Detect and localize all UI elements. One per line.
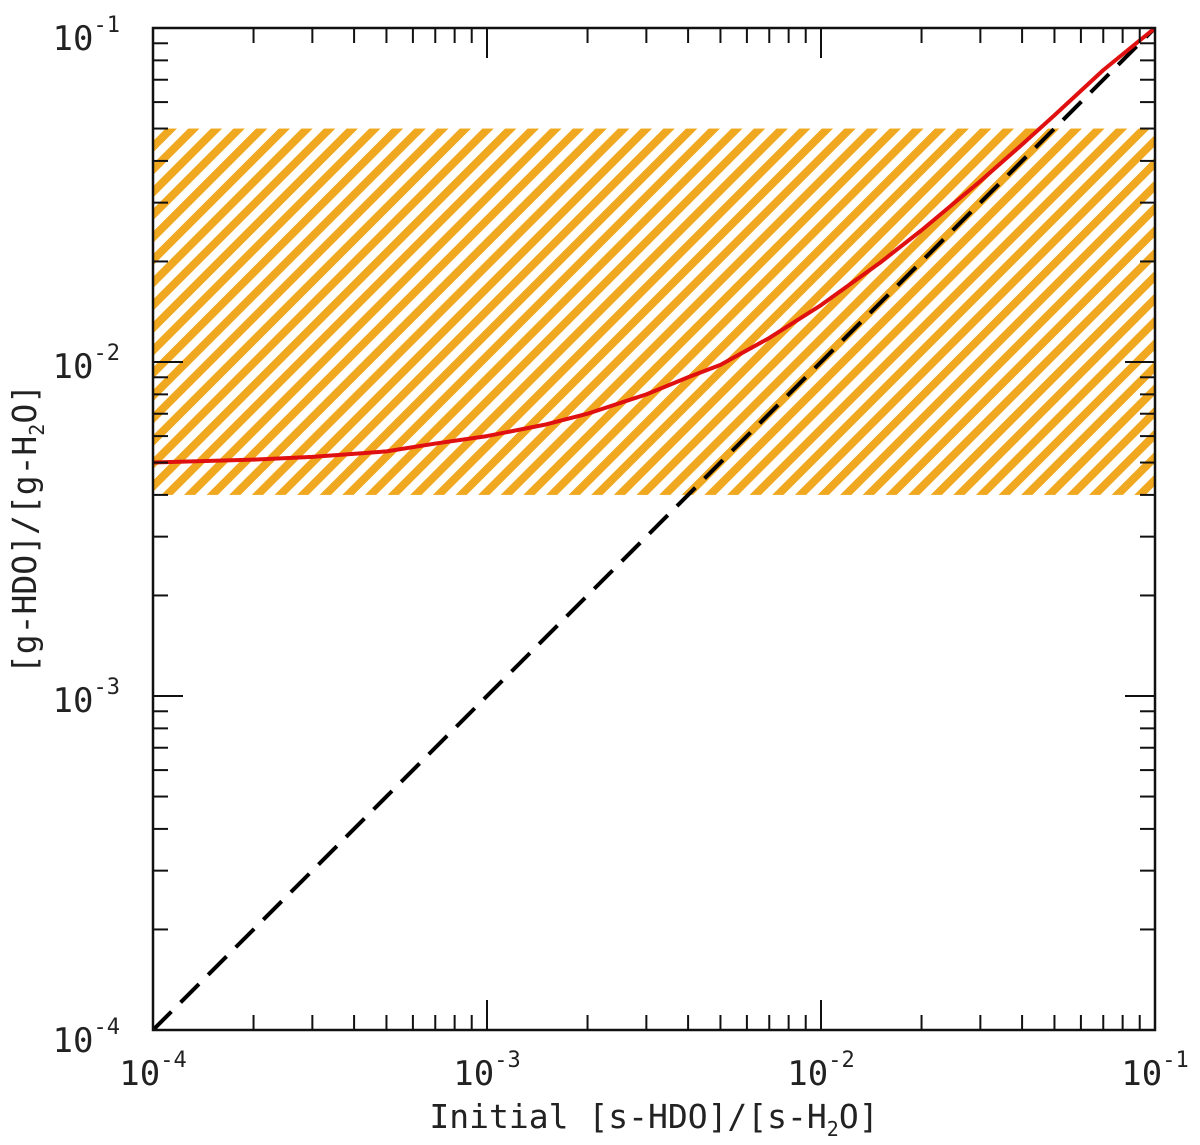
x-tick-label: 10-4: [119, 1048, 186, 1094]
x-tick-label: 10-2: [787, 1048, 854, 1094]
y-tick-label: 10-4: [53, 1015, 120, 1061]
y-tick-labels: 10-4 10-3 10-2 10-1: [53, 13, 120, 1061]
y-axis-title: [g-HDO]/[g-H2O]: [5, 384, 49, 674]
y-tick-label: 10-2: [53, 341, 120, 387]
target-range-band: [153, 128, 1155, 495]
plot-frame: [151, 26, 1157, 1032]
hatched-band-rect: [153, 128, 1155, 495]
plot-border: [151, 26, 1157, 1032]
x-axis-title: Initial [s-HDO]/[s-H2O]: [429, 1097, 878, 1141]
x-tick-label: 10-1: [1121, 1048, 1188, 1094]
series-layer: [153, 28, 1155, 1030]
x-tick-labels: 10-4 10-3 10-2 10-1: [119, 1048, 1188, 1094]
x-tick-label: 10-3: [453, 1048, 520, 1094]
axis-ticks: [152, 27, 1156, 1031]
series-line-solid: [153, 28, 1155, 465]
series-line-dashed: [153, 28, 1155, 1030]
y-tick-label: 10-3: [53, 675, 120, 721]
y-tick-label: 10-1: [53, 13, 120, 59]
